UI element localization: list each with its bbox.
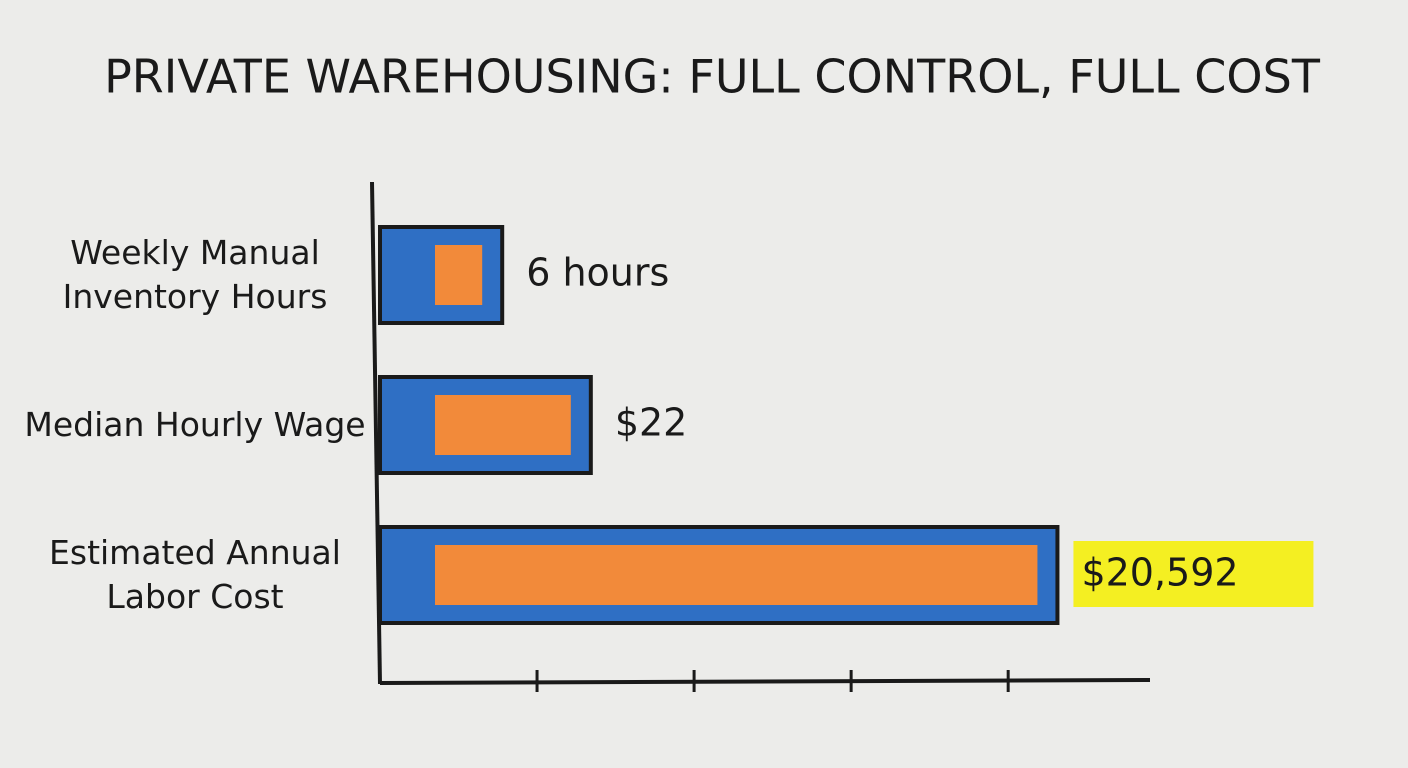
bar-fill — [435, 545, 1038, 605]
category-label: Estimated Annual Labor Cost — [49, 533, 341, 616]
value-label: 6 hours — [526, 251, 669, 295]
bar-fill — [435, 395, 571, 455]
value-label: $20,592 — [1081, 551, 1238, 595]
x-axis — [379, 678, 1151, 685]
value-label: $22 — [615, 401, 688, 445]
bar-fill — [435, 245, 483, 305]
category-label: Weekly Manual Inventory Hours — [62, 233, 328, 316]
value-highlight — [1073, 541, 1314, 607]
chart-title: PRIVATE WAREHOUSING: FULL CONTROL, FULL … — [104, 50, 1321, 104]
category-label: Median Hourly Wage — [24, 405, 366, 444]
